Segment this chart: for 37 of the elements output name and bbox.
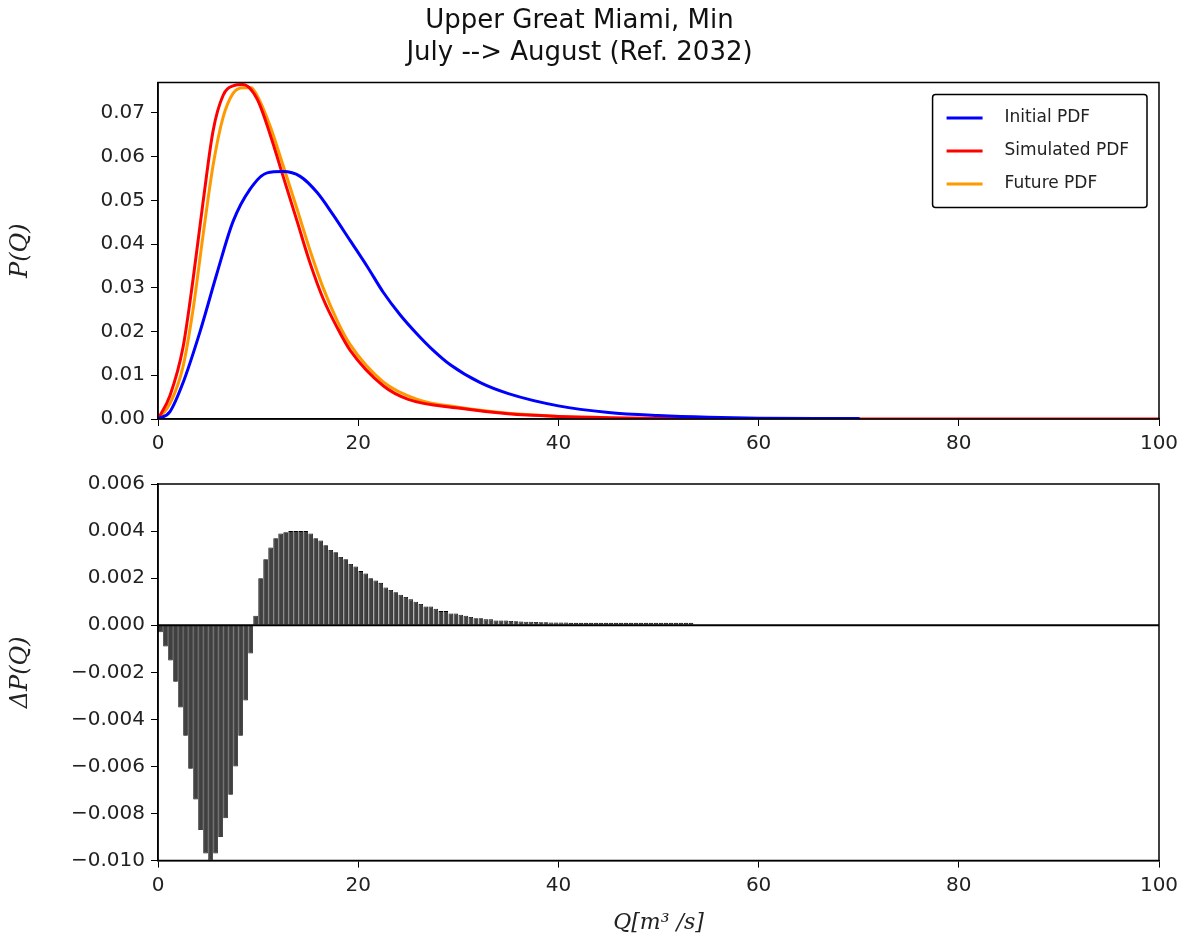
x-tick-label: 60 — [745, 871, 772, 896]
y-tick-label: 0.02 — [100, 317, 145, 342]
y-tick-label: −0.008 — [70, 799, 145, 824]
y-axis-title: ΔP(Q) — [4, 636, 33, 710]
x-tick-label: 40 — [545, 430, 572, 455]
x-tick-label: 20 — [345, 871, 371, 896]
x-tick-label: 80 — [946, 430, 972, 455]
legend-label: Simulated PDF — [1004, 139, 1130, 160]
legend-label: Future PDF — [1004, 172, 1098, 193]
chart-title: Upper Great Miami, Min — [425, 4, 734, 35]
y-tick-label: 0.01 — [100, 361, 145, 386]
chart-subtitle: July --> August (Ref. 2032) — [404, 35, 753, 66]
y-tick-label: 0.04 — [100, 230, 145, 255]
x-axis-title: Q[m³ /s] — [613, 908, 705, 934]
y-tick-label: 0.00 — [100, 405, 145, 430]
x-tick-label: 20 — [345, 430, 371, 455]
y-tick-label: 0.000 — [87, 611, 145, 636]
x-tick-label: 60 — [745, 430, 772, 455]
legend-label: Initial PDF — [1004, 106, 1091, 127]
y-tick-label: 0.002 — [87, 564, 145, 589]
x-tick-label: 80 — [946, 871, 972, 896]
y-tick-label: 0.06 — [100, 142, 145, 167]
y-tick-label: −0.006 — [70, 752, 145, 777]
y-tick-label: 0.006 — [87, 470, 145, 495]
y-tick-label: 0.03 — [100, 274, 145, 299]
x-tick-label: 100 — [1139, 430, 1179, 455]
y-tick-label: −0.010 — [70, 846, 145, 871]
y-tick-label: 0.07 — [100, 99, 145, 124]
x-tick-label: 40 — [545, 871, 572, 896]
y-tick-label: −0.002 — [70, 658, 145, 683]
x-tick-label: 0 — [151, 430, 165, 455]
y-tick-label: −0.004 — [70, 705, 145, 730]
y-tick-label: 0.004 — [87, 517, 145, 542]
y-axis-title: P(Q) — [4, 223, 33, 279]
x-tick-label: 0 — [151, 871, 165, 896]
x-tick-label: 100 — [1139, 871, 1179, 896]
y-tick-label: 0.05 — [100, 186, 145, 211]
